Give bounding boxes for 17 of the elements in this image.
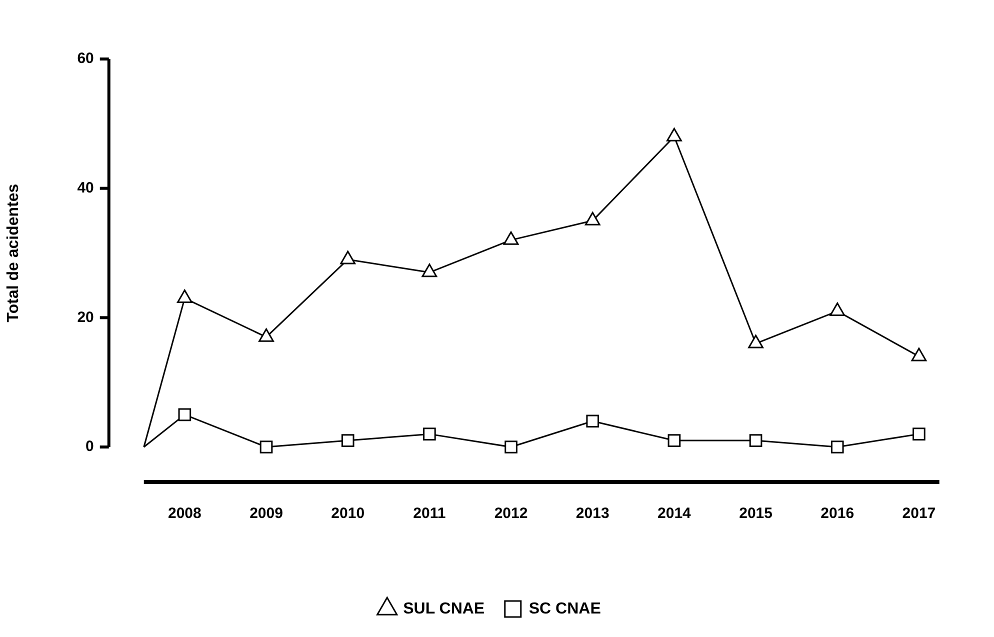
- x-tick-label: 2008: [168, 505, 202, 522]
- y-axis-title: Total de acidentes: [5, 184, 22, 322]
- y-tick-label: 40: [77, 179, 94, 196]
- x-tick-label: 2015: [739, 505, 772, 522]
- x-tick-label: 2017: [902, 505, 936, 522]
- y-tick-label: 0: [86, 438, 94, 456]
- x-tick-label: 2009: [250, 505, 283, 522]
- x-tick-label: 2013: [576, 505, 610, 522]
- legend-label: SUL CNAE: [403, 600, 485, 618]
- y-tick-label: 60: [77, 50, 94, 68]
- y-tick-label: 20: [77, 308, 94, 326]
- x-tick-label: 2016: [820, 505, 854, 522]
- x-tick-label: 2012: [494, 505, 528, 522]
- x-tick-label: 2011: [413, 505, 446, 522]
- x-tick-label: 2010: [331, 505, 365, 522]
- legend-label: SC CNAE: [528, 600, 602, 618]
- x-tick-label: 2014: [658, 505, 692, 522]
